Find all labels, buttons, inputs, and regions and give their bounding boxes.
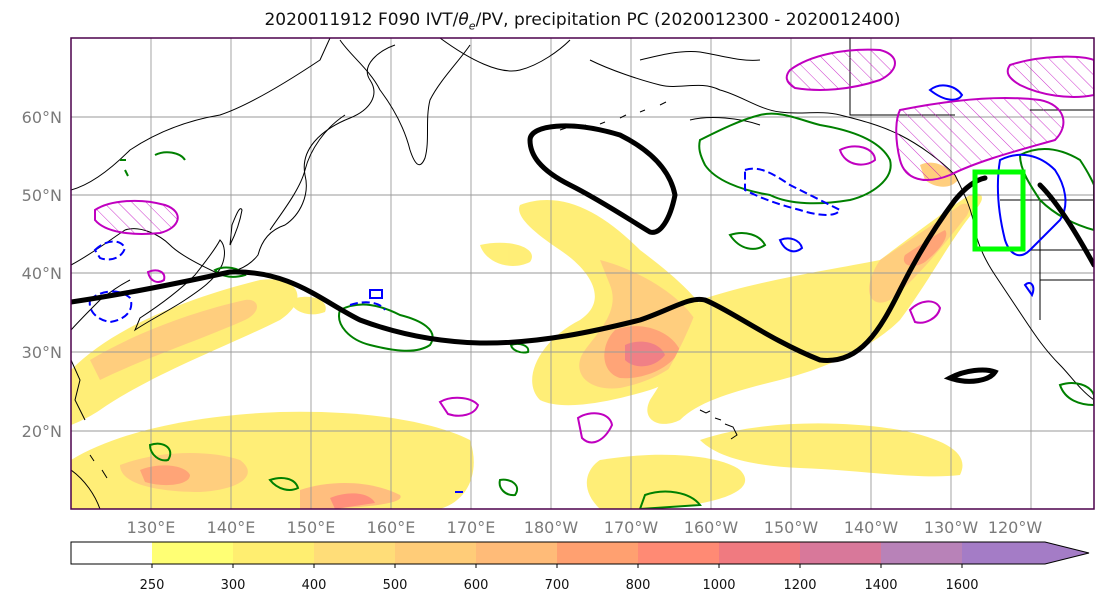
colorbar-tick-label: 600 [464,578,489,593]
colorbar-tick-label: 1600 [945,578,978,593]
colorbar-segment [800,542,881,564]
page-title: 2020011912 F090 IVT/θe/PV, precipitation… [264,10,901,33]
colorbar-tick-label: 800 [626,578,651,593]
colorbar-tick-label: 1200 [783,578,816,593]
colorbar-segment [962,542,1045,564]
target-region-box [972,169,1026,252]
lon-label: 140°W [844,518,899,537]
ivt-shading [71,162,982,509]
colorbar: 250 300 400 500 600 700 800 1000 1200 1400 1600 [70,541,1090,593]
latitude-labels: 60°N 50°N 40°N 30°N 20°N [22,108,62,441]
lon-label: 160°E [367,518,416,537]
colorbar-segment [71,542,152,564]
colorbar-tick-label: 700 [545,578,570,593]
theta-e-magenta-contours [94,48,1094,444]
colorbar-segment [152,542,233,564]
pv-contour [71,123,1094,384]
lat-label: 30°N [22,343,62,362]
lon-label: 130°W [924,518,979,537]
lat-label: 50°N [22,186,62,205]
lon-label: 150°W [764,518,819,537]
map-panel [70,37,1095,510]
longitude-labels: 130°E 140°E 150°E 160°E 170°E 180°W 170°… [127,518,1043,537]
lon-label: 170°W [604,518,659,537]
colorbar-segment [638,542,719,564]
colorbar-tick-label: 1000 [702,578,735,593]
theta-e-blue-contours [88,84,1067,493]
colorbar-segment [557,542,638,564]
lon-label: 150°E [287,518,336,537]
colorbar-segment [233,542,314,564]
lon-label: 160°W [684,518,739,537]
lat-label: 60°N [22,108,62,127]
lon-label: 120°W [988,518,1043,537]
lon-label: 170°E [447,518,496,537]
colorbar-segment [881,542,962,564]
lon-label: 140°E [207,518,256,537]
colorbar-extend-arrow [1045,542,1089,564]
lat-label: 20°N [22,422,62,441]
colorbar-tick-label: 300 [221,578,246,593]
colorbar-segment [395,542,476,564]
colorbar-tick-label: 500 [383,578,408,593]
colorbar-tick-label: 400 [302,578,327,593]
colorbar-segment [719,542,800,564]
lat-label: 40°N [22,264,62,283]
lon-label: 130°E [127,518,176,537]
colorbar-outline [70,541,1090,565]
colorbar-segment [476,542,557,564]
lon-label: 180°W [524,518,579,537]
colorbar-tick-label: 1400 [864,578,897,593]
colorbar-tick-label: 250 [140,578,165,593]
colorbar-segment [314,542,395,564]
